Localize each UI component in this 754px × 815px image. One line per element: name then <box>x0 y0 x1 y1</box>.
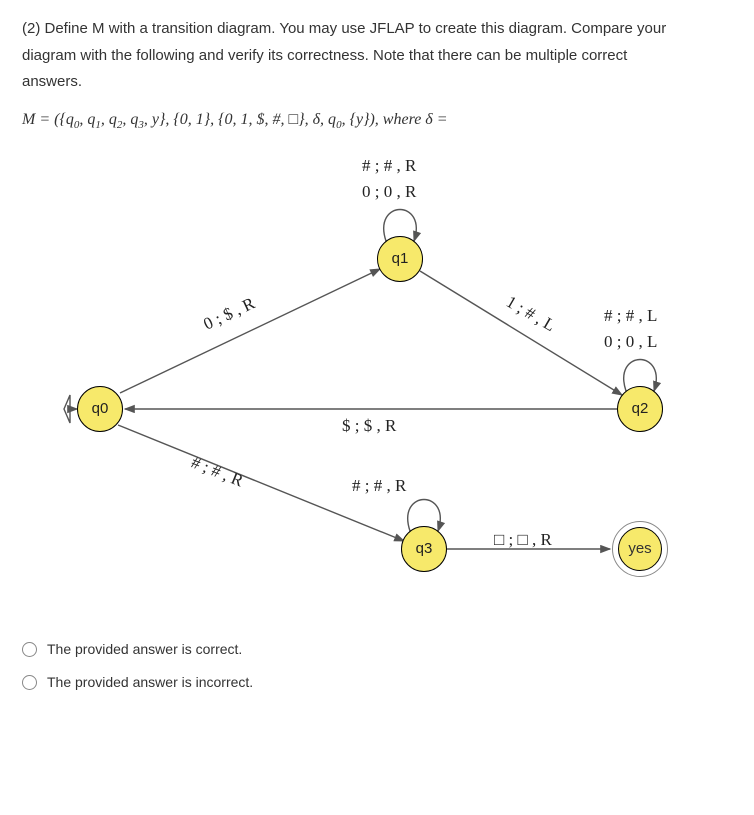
option-b[interactable]: The provided answer is incorrect. <box>22 672 732 693</box>
state-q0: q0 <box>77 386 123 432</box>
label-q3-yes: □ ; □ , R <box>494 527 552 553</box>
state-q1-label: q1 <box>392 248 409 271</box>
machine-definition-formula: M = ({q0, q1, q2, q3, y}, {0, 1}, {0, 1,… <box>22 108 732 134</box>
state-yes-accept: yes <box>612 521 668 577</box>
option-a-label: The provided answer is correct. <box>47 639 242 660</box>
state-q2: q2 <box>617 386 663 432</box>
question-line-2: diagram with the following and verify it… <box>22 45 732 68</box>
question-text: (2) Define M with a transition diagram. … <box>22 18 732 94</box>
radio-icon[interactable] <box>22 675 37 690</box>
state-q1: q1 <box>377 236 423 282</box>
option-a[interactable]: The provided answer is correct. <box>22 639 732 660</box>
question-line-1: (2) Define M with a transition diagram. … <box>22 18 732 41</box>
answer-options: The provided answer is correct. The prov… <box>22 639 732 693</box>
state-q3: q3 <box>401 526 447 572</box>
state-q3-label: q3 <box>416 538 433 561</box>
option-b-label: The provided answer is incorrect. <box>47 672 253 693</box>
state-yes-label: yes <box>628 538 651 561</box>
label-q2-loop: # ; # , L 0 ; 0 , L <box>604 303 657 354</box>
question-line-3: answers. <box>22 71 732 94</box>
state-q0-label: q0 <box>92 398 109 421</box>
radio-icon[interactable] <box>22 642 37 657</box>
transition-diagram: q0 q1 q2 q3 yes # ; # , R 0 ; 0 , R # ; … <box>22 141 722 621</box>
label-q1-loop: # ; # , R 0 ; 0 , R <box>362 153 416 204</box>
label-q2-q0: $ ; $ , R <box>342 413 396 439</box>
state-q2-label: q2 <box>632 398 649 421</box>
label-q3-loop: # ; # , R <box>352 473 406 499</box>
